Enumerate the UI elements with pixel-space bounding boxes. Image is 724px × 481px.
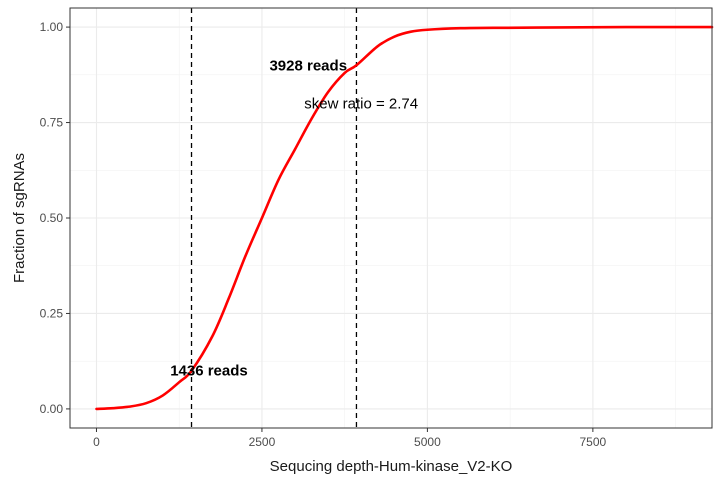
reads-annotation: 3928 reads [269,57,347,74]
y-axis-title: Fraction of sgRNAs [11,153,28,283]
y-tick-label: 0.75 [40,116,64,130]
reads-annotation: 1436 reads [170,363,248,380]
x-axis-title: Sequcing depth-Hum-kinase_V2-KO [270,458,513,475]
y-tick-label: 0.25 [40,306,64,320]
x-axis-ticks: 0 2500 5000 7500 [93,428,607,449]
panel-border [69,7,713,429]
plot-layer: 1436 reads 3928 reads skew ratio = 2.74 [95,8,714,428]
x-tick-label: 5000 [414,435,441,449]
cumulative-fraction-line [95,25,714,411]
y-tick-label: 1.00 [40,20,64,34]
y-tick-label: 0.00 [40,402,64,416]
y-tick-label: 0.50 [40,211,64,225]
skew-ratio-annotation: skew ratio = 2.74 [304,95,418,112]
x-tick-label: 2500 [249,435,276,449]
x-tick-label: 0 [93,435,100,449]
x-tick-label: 7500 [580,435,607,449]
y-axis-ticks: 0.00 0.25 0.50 0.75 1.00 [40,20,70,416]
